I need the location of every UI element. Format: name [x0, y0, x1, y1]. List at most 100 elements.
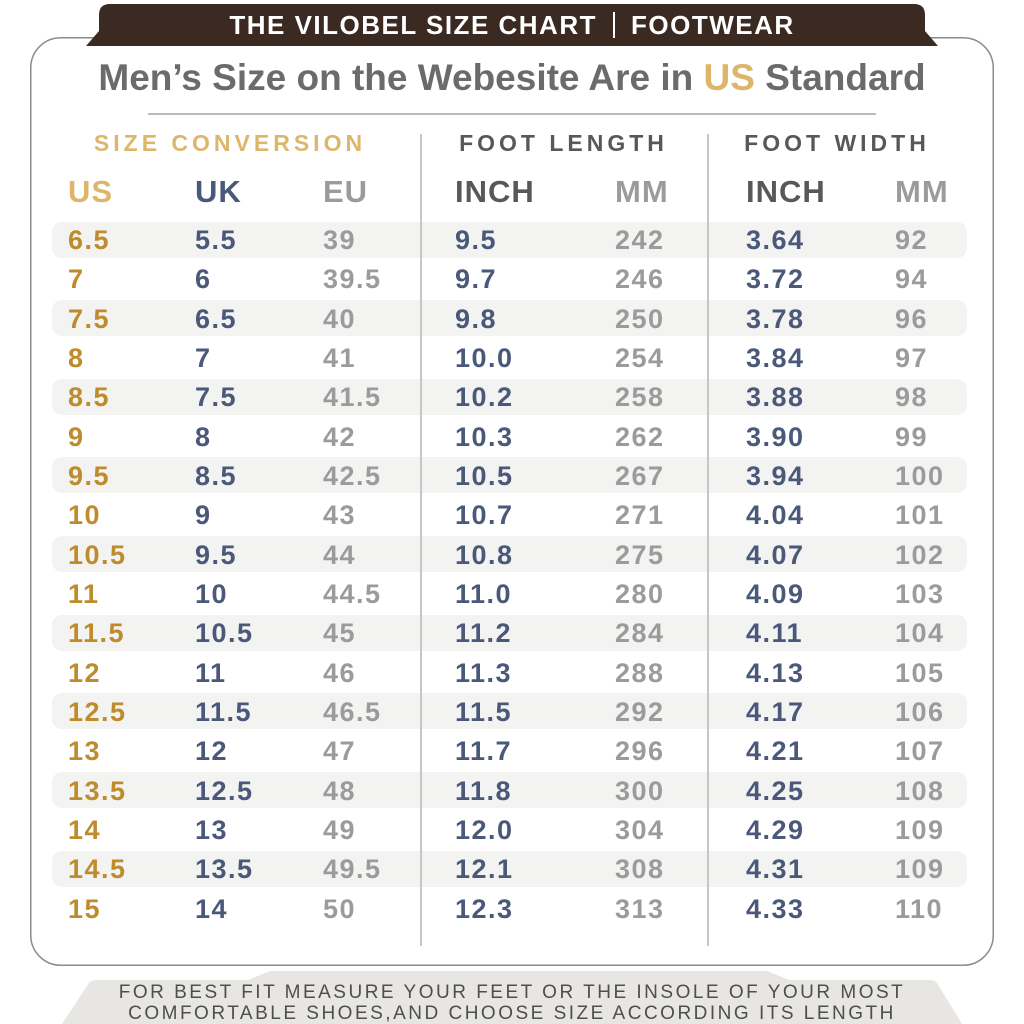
cell-width-inch: 4.17: [746, 696, 805, 727]
cell-length-inch: 11.0: [455, 578, 513, 609]
banner-shape: [86, 4, 938, 46]
banner-title: THE VILOBEL SIZE CHART: [229, 9, 597, 40]
column-header-length-inch: INCH: [455, 174, 535, 209]
cell-length-inch: 11.7: [455, 736, 513, 767]
cell-width-mm: 106: [895, 696, 945, 727]
cell-length-inch: 9.5: [455, 225, 498, 255]
cell-width-inch: 3.88: [746, 382, 805, 413]
cell-eu: 39.5: [323, 264, 382, 295]
cell-width-inch: 4.07: [746, 539, 805, 570]
cell-width-inch: 4.29: [746, 814, 805, 845]
cell-uk: 5.5: [195, 225, 238, 255]
column-header-uk: UK: [195, 174, 242, 209]
title-rule: [148, 113, 876, 115]
cell-length-mm: 292: [615, 696, 665, 727]
cell-eu: 49.5: [323, 854, 382, 885]
cell-length-inch: 9.7: [455, 264, 498, 295]
cell-length-mm: 250: [615, 303, 665, 334]
table-row: 9.5 8.5 42.5 10.5 267 3.94 100: [40, 456, 967, 495]
cell-length-mm: 308: [615, 854, 665, 885]
cell-length-mm: 313: [615, 893, 665, 924]
cell-width-inch: 4.13: [746, 657, 805, 688]
table-row: 8.5 7.5 41.5 10.2 258 3.88 98: [40, 377, 967, 416]
cell-uk: 7: [195, 342, 212, 373]
cell-uk: 9.5: [195, 539, 238, 570]
cell-width-inch: 4.21: [746, 736, 805, 767]
cell-us: 13.5: [68, 775, 127, 806]
cell-length-inch: 12.0: [455, 814, 514, 845]
cell-uk: 12.5: [195, 775, 254, 806]
cell-length-inch: 11.2: [455, 618, 513, 649]
row-stripe: [52, 850, 967, 887]
cell-width-inch: 3.94: [746, 460, 805, 491]
cell-us: 9: [68, 421, 85, 452]
cell-width-inch: 3.64: [746, 225, 805, 255]
cell-eu: 41: [323, 342, 357, 373]
cell-uk: 10.5: [195, 618, 254, 649]
banner: THE VILOBEL SIZE CHART FOOTWEAR: [0, 9, 1024, 41]
cell-us: 6.5: [68, 225, 111, 255]
row-stripe: [52, 261, 967, 297]
cell-us: 11.5: [68, 618, 126, 649]
cell-length-inch: 10.5: [455, 460, 514, 491]
cell-eu: 50: [323, 893, 357, 924]
cell-length-inch: 11.8: [455, 775, 513, 806]
cell-us: 7: [68, 264, 85, 295]
cell-length-mm: 304: [615, 814, 665, 845]
table-row: 10 9 43 10.7 271 4.04 101: [40, 495, 967, 534]
cell-length-inch: 10.7: [455, 500, 514, 531]
table-row: 12 11 46 11.3 288 4.13 105: [40, 653, 967, 692]
cell-length-mm: 300: [615, 775, 665, 806]
cell-us: 8.5: [68, 382, 111, 413]
cell-width-inch: 4.31: [746, 854, 805, 885]
column-header-us: US: [68, 174, 114, 209]
page-title-highlight: US: [703, 57, 755, 98]
cell-eu: 46.5: [323, 696, 382, 727]
cell-eu: 42: [323, 421, 357, 452]
cell-eu: 46: [323, 657, 357, 688]
cell-length-mm: 284: [615, 618, 665, 649]
cell-uk: 11: [195, 657, 227, 688]
cell-width-inch: 3.90: [746, 421, 805, 452]
table-row: 11 10 44.5 11.0 280 4.09 103: [40, 574, 967, 613]
column-header-row: US UK EU INCH MM INCH MM: [40, 166, 967, 220]
cell-uk: 11.5: [195, 696, 253, 727]
column-header-width-inch: INCH: [746, 174, 826, 209]
cell-eu: 40: [323, 303, 357, 334]
cell-width-mm: 109: [895, 814, 945, 845]
page-title-prefix: Men’s Size on the Webesite Are in: [98, 57, 704, 98]
table-row: 8 7 41 10.0 254 3.84 97: [40, 338, 967, 377]
cell-us: 12.5: [68, 696, 127, 727]
cell-length-mm: 258: [615, 382, 665, 413]
cell-width-mm: 94: [895, 264, 929, 295]
cell-width-inch: 4.04: [746, 500, 805, 531]
cell-length-inch: 12.3: [455, 893, 514, 924]
cell-length-mm: 267: [615, 460, 665, 491]
cell-width-mm: 103: [895, 578, 945, 609]
column-header-eu: EU: [323, 174, 369, 209]
cell-eu: 39: [323, 225, 357, 255]
cell-length-mm: 280: [615, 578, 665, 609]
cell-length-inch: 12.1: [455, 854, 514, 885]
group-header-foot-length: FOOT LENGTH: [459, 130, 668, 156]
cell-width-mm: 100: [895, 460, 945, 491]
column-header-width-mm: MM: [895, 174, 949, 209]
cell-us: 15: [68, 893, 102, 924]
cell-length-mm: 262: [615, 421, 665, 452]
table-row: 7 6 39.5 9.7 246 3.72 94: [40, 259, 967, 298]
cell-width-inch: 4.11: [746, 618, 804, 649]
cell-uk: 9: [195, 500, 212, 531]
cell-us: 11: [68, 578, 100, 609]
cell-length-inch: 10.2: [455, 382, 514, 413]
cell-width-mm: 109: [895, 854, 945, 885]
row-stripe: [52, 378, 967, 415]
cell-length-mm: 288: [615, 657, 665, 688]
banner-category: FOOTWEAR: [631, 9, 795, 40]
cell-us: 10: [68, 500, 102, 531]
row-stripe: [52, 536, 967, 573]
cell-length-inch: 10.8: [455, 539, 514, 570]
cell-width-mm: 107: [895, 736, 945, 767]
table-row: 10.5 9.5 44 10.8 275 4.07 102: [40, 535, 967, 574]
cell-uk: 7.5: [195, 382, 238, 413]
